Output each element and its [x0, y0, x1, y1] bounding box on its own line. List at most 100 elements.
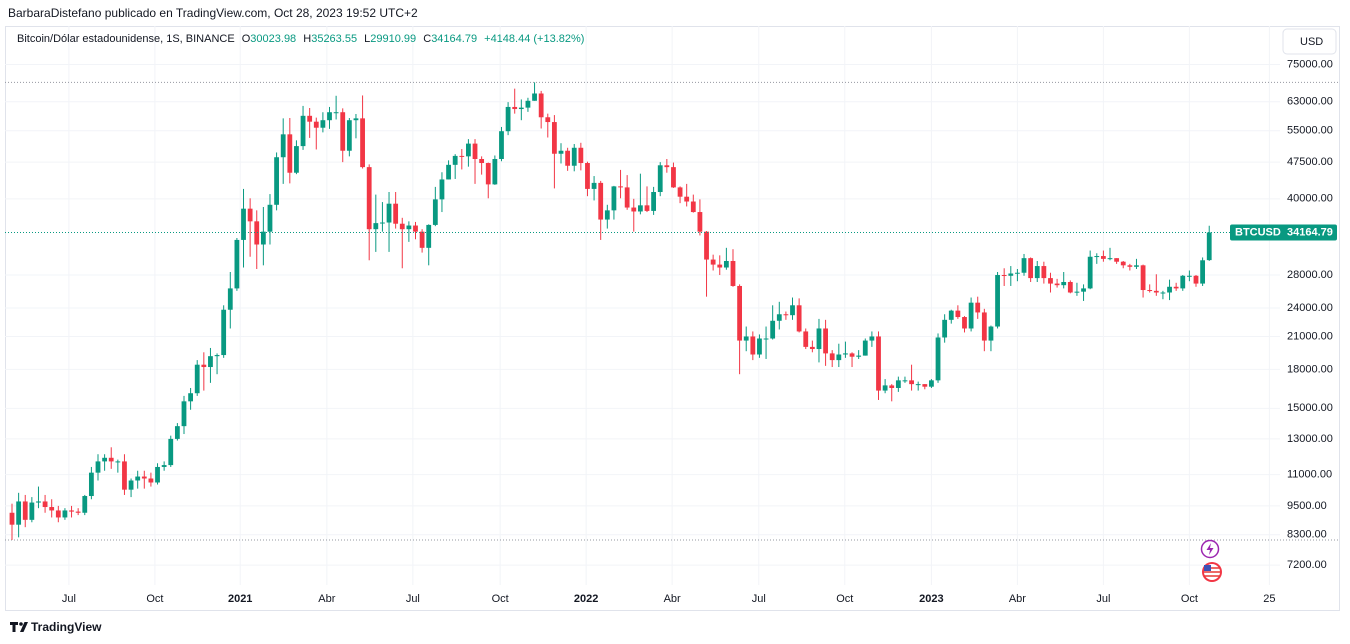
- candle-body: [1173, 286, 1179, 289]
- candle-body: [1081, 288, 1086, 292]
- candle-body: [393, 203, 399, 224]
- candle-body: [843, 353, 848, 355]
- candle-body: [1206, 232, 1212, 261]
- candle-body: [538, 93, 544, 118]
- candle-body: [644, 205, 650, 211]
- candle-body: [499, 131, 504, 159]
- candle-body: [1107, 258, 1113, 260]
- candle-body: [935, 337, 941, 381]
- candle-body: [168, 438, 174, 466]
- candle-body: [604, 210, 610, 220]
- candle-body: [42, 501, 48, 508]
- candle-body: [631, 207, 637, 212]
- icon-flag: [1202, 562, 1222, 582]
- candle-body: [922, 384, 928, 387]
- candle-body: [664, 165, 670, 168]
- candle-body: [1015, 272, 1020, 274]
- legend-change-percent: (+13.82%): [533, 33, 585, 45]
- candle-body: [1094, 256, 1100, 258]
- candle-body: [624, 187, 630, 208]
- candle-body: [492, 158, 498, 185]
- candle-body: [882, 385, 888, 391]
- candle-body: [902, 380, 908, 382]
- candle-body: [796, 305, 802, 332]
- candle-body: [260, 231, 266, 245]
- candle-body: [346, 120, 352, 151]
- candle-body: [1100, 256, 1106, 259]
- x-tick-label: 2023: [919, 593, 943, 605]
- candle-body: [320, 120, 326, 128]
- last-price-tag: [1230, 224, 1337, 241]
- candle-body: [968, 302, 974, 329]
- candle-body: [234, 239, 240, 289]
- candle-body: [1134, 265, 1139, 267]
- x-tick-label: Oct: [1181, 593, 1198, 605]
- currency-label: USD: [1300, 36, 1323, 48]
- candle-body: [49, 507, 55, 511]
- candle-body: [651, 191, 657, 211]
- candle-body: [181, 401, 187, 427]
- candle-body: [95, 461, 101, 473]
- x-tick-label: Abr: [1009, 593, 1026, 605]
- candle-body: [247, 208, 253, 222]
- candle-body: [717, 264, 723, 268]
- y-tick-label: 11000.00: [1287, 468, 1332, 480]
- candle-body: [518, 107, 524, 110]
- candle-body: [399, 223, 405, 230]
- candle-body: [869, 336, 875, 341]
- candle-body: [578, 147, 584, 164]
- candle-body: [684, 196, 690, 202]
- candle-body: [287, 134, 293, 173]
- candle-body: [254, 221, 260, 245]
- candle-body: [1067, 281, 1073, 293]
- candle-body: [671, 167, 676, 188]
- candle-body: [485, 163, 491, 185]
- brand-logo: [10, 622, 28, 632]
- candle-body: [942, 319, 948, 338]
- candle-body: [1087, 256, 1093, 289]
- candle-body: [373, 223, 379, 230]
- x-tick-label: 2021: [228, 593, 252, 605]
- candle-body: [201, 364, 207, 368]
- candle-body: [366, 167, 372, 230]
- currency-button[interactable]: [1282, 28, 1337, 55]
- candle-body: [1153, 290, 1159, 293]
- x-tick-label: Oct: [836, 593, 853, 605]
- candle-body: [380, 222, 385, 224]
- candle-body: [1021, 258, 1027, 273]
- x-tick-label: 25: [1263, 593, 1275, 605]
- legend-letter: L: [364, 33, 371, 45]
- candle-body: [161, 465, 167, 467]
- legend-high: 35263.55: [311, 33, 358, 45]
- publisher-line: BarbaraDistefano publicado en TradingVie…: [8, 6, 418, 20]
- legend-letter: H: [303, 33, 312, 45]
- candle-body: [75, 511, 81, 513]
- candle-body: [704, 231, 709, 260]
- candle-body: [585, 163, 590, 189]
- candle-body: [69, 510, 74, 512]
- candles: [5, 82, 1230, 540]
- x-tick-label: Jul: [406, 593, 420, 605]
- candle-body: [889, 385, 895, 388]
- candle-body: [909, 380, 914, 385]
- candle-body: [22, 501, 28, 520]
- candle-body: [82, 496, 88, 513]
- candle-body: [141, 476, 147, 479]
- candle-body: [327, 112, 332, 121]
- candle-body: [598, 182, 604, 220]
- x-tick-label: Jul: [62, 593, 76, 605]
- candle-body: [955, 310, 961, 318]
- candle-body: [790, 305, 795, 316]
- candle-body: [102, 457, 108, 462]
- legend-letter: O: [241, 33, 251, 45]
- candle-body: [1127, 265, 1133, 267]
- candle-body: [591, 182, 597, 189]
- candle-body: [413, 225, 418, 232]
- candle-body: [214, 355, 220, 357]
- candle-body: [690, 201, 696, 213]
- candle-body: [267, 204, 273, 232]
- legend-letter: C: [423, 33, 432, 45]
- candle-body: [406, 225, 412, 230]
- x-tick-label: Abr: [664, 593, 681, 605]
- candle-body: [155, 466, 160, 483]
